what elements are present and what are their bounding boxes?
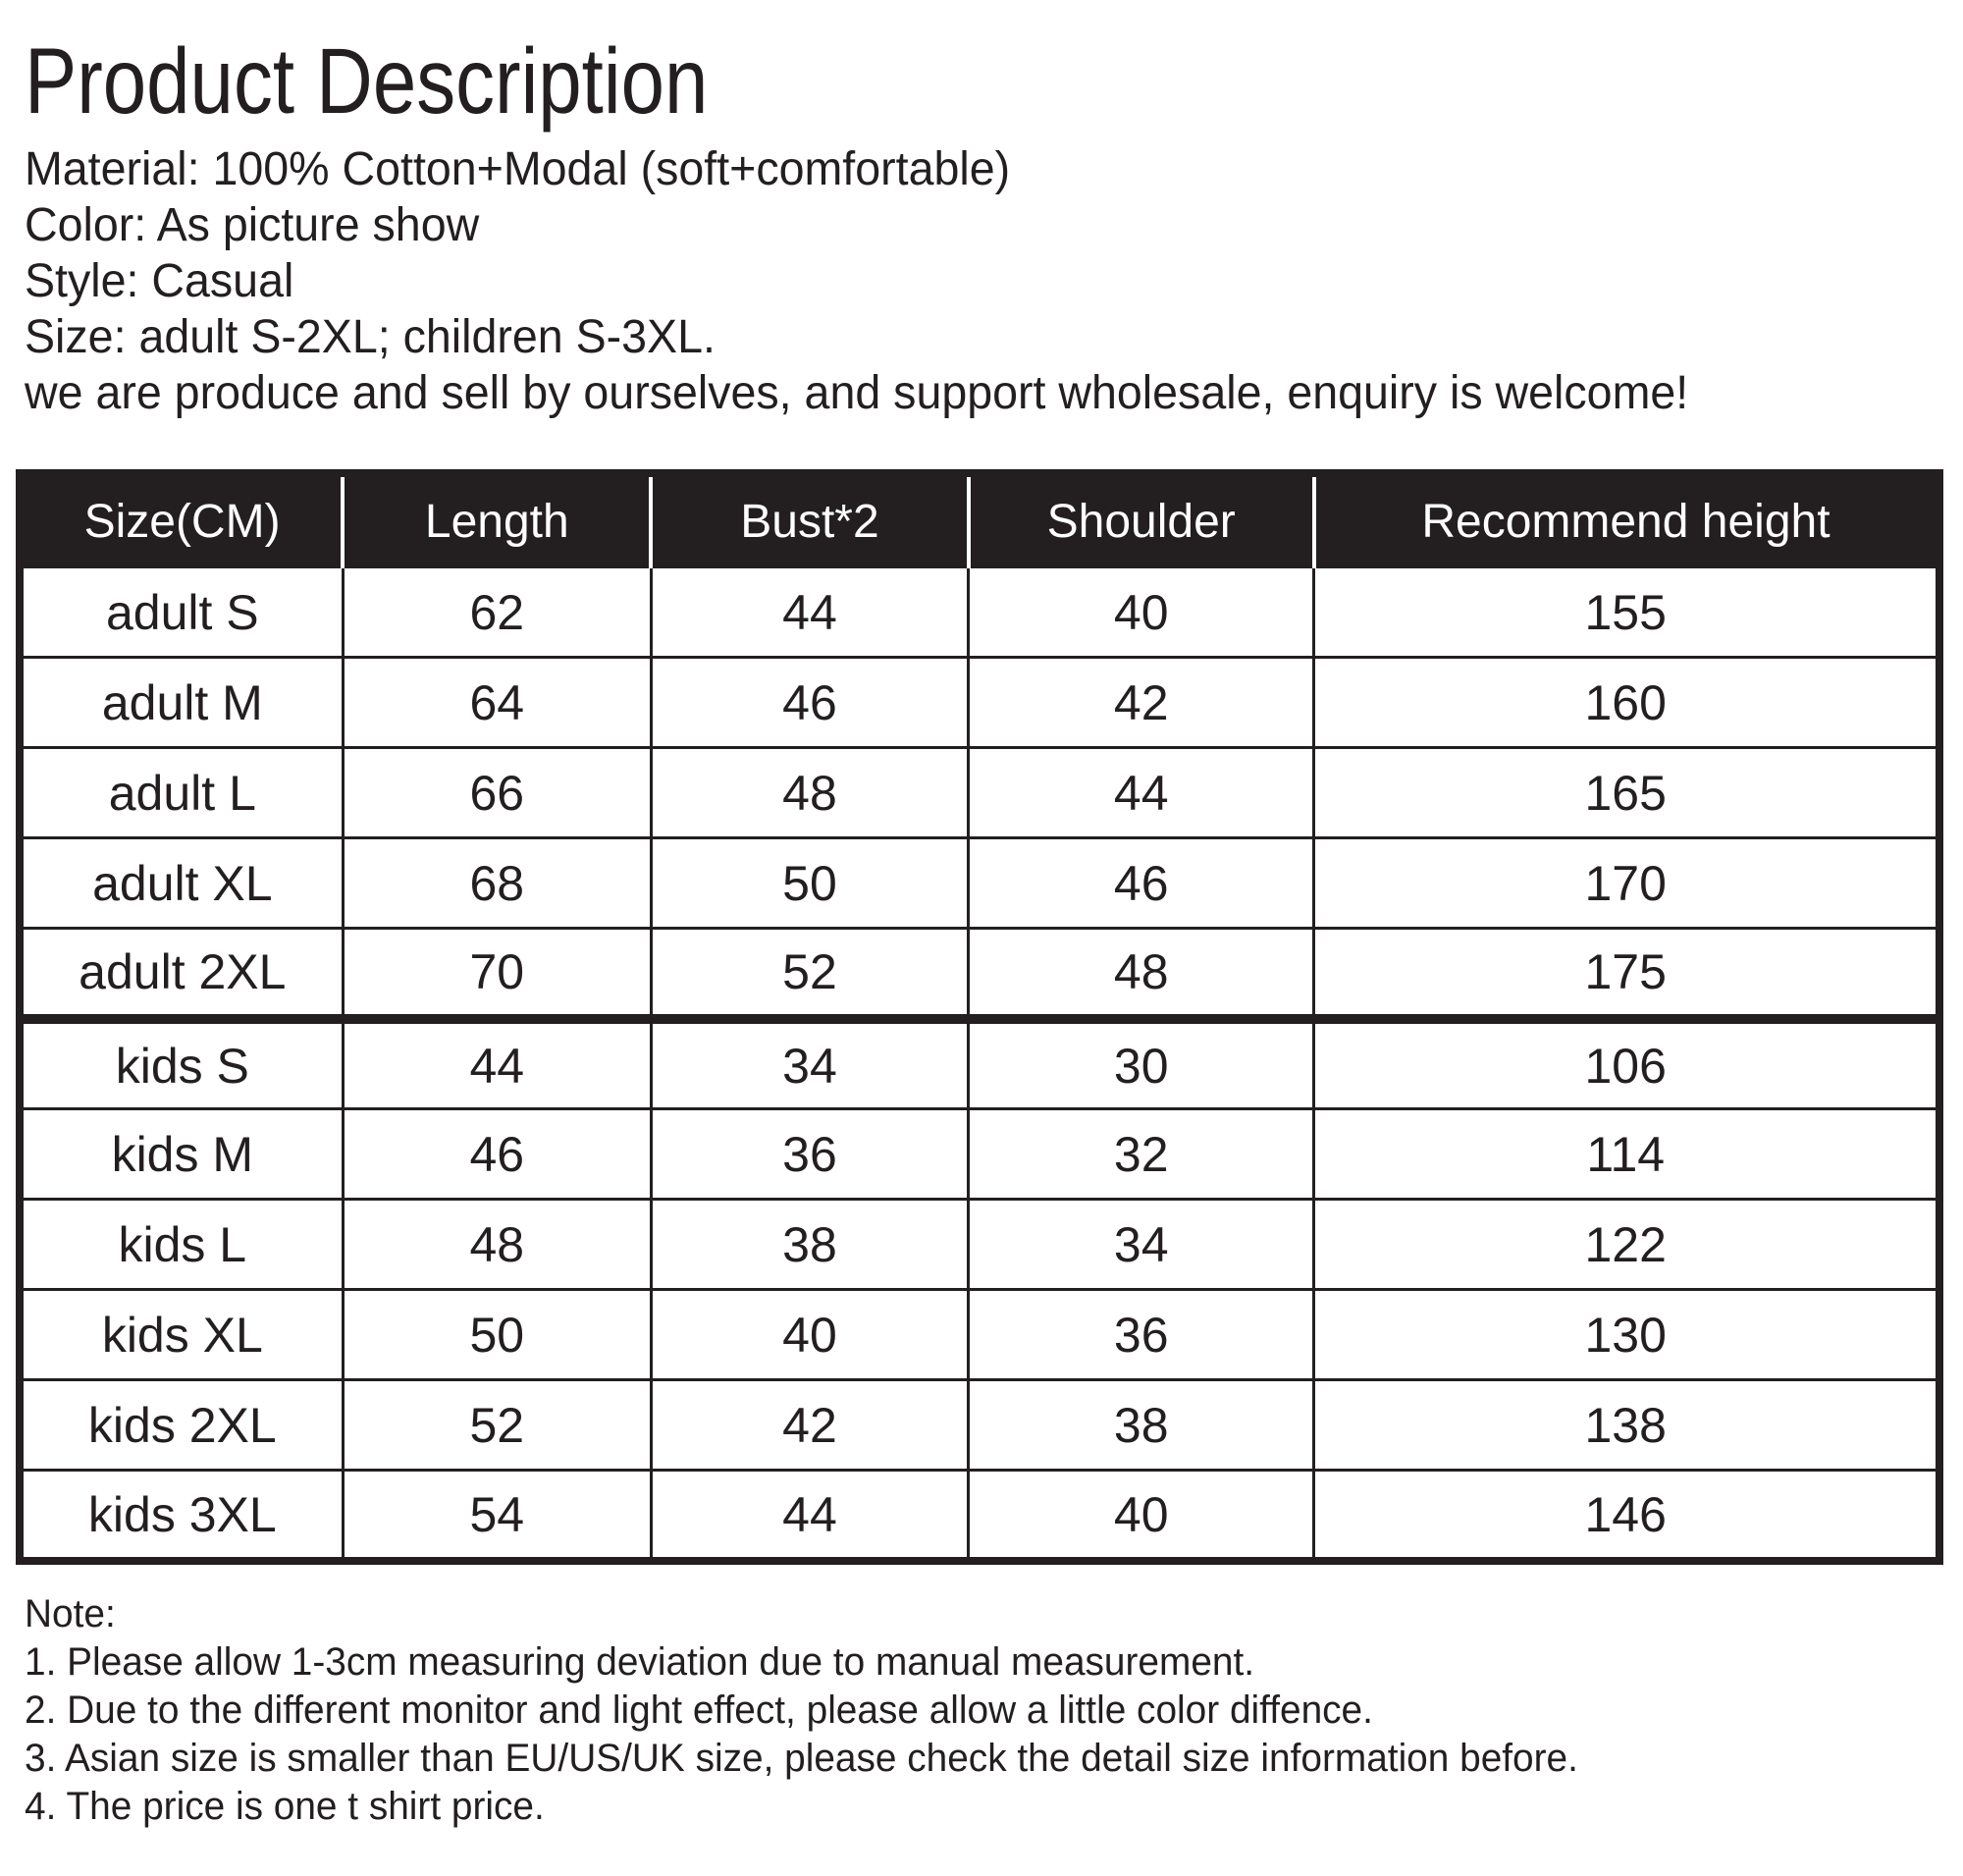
product-description-page: Product Description Material: 100% Cotto… [16,29,1943,1831]
bust-cell: 40 [649,1288,971,1382]
length-cell: 50 [341,1288,653,1382]
height-cell: 146 [1312,1469,1941,1563]
length-cell: 62 [341,565,653,660]
length-cell: 64 [341,656,653,750]
column-header-bust: Bust*2 [649,472,969,567]
shoulder-cell: 32 [966,1107,1316,1202]
length-cell: 52 [341,1378,653,1473]
length-cell: 70 [341,927,653,1021]
table-row-adult-s: adult S 62 44 40 155 [18,565,1941,660]
size-cell: adult 2XL [18,927,345,1021]
height-cell: 130 [1312,1288,1941,1382]
height-cell: 106 [1312,1013,1941,1111]
height-cell: 122 [1312,1198,1941,1292]
table-header-row: Size(CM) Length Bust*2 Shoulder Recommen… [20,472,1939,567]
bust-cell: 46 [649,656,971,750]
size-cell: kids XL [18,1288,345,1382]
length-cell: 66 [341,746,653,840]
note-item-3: 3. Asian size is smaller than EU/US/UK s… [25,1736,1578,1780]
bust-cell: 42 [649,1378,971,1473]
bust-cell: 44 [649,565,971,660]
shoulder-cell: 46 [966,836,1316,931]
shoulder-cell: 36 [966,1288,1316,1382]
notes-heading: Note: [25,1591,116,1635]
size-cell: kids L [18,1198,345,1292]
size-cell: kids 3XL [18,1469,345,1563]
height-cell: 160 [1312,656,1941,750]
attribute-size-range: Size: adult S-2XL; children S-3XL. [25,310,716,363]
height-cell: 114 [1312,1107,1941,1202]
page-title: Product Description [25,29,709,134]
table-row-adult-xl: adult XL 68 50 46 170 [18,836,1941,931]
size-cell: adult XL [18,836,345,931]
size-cell: kids S [18,1013,345,1111]
bust-cell: 36 [649,1107,971,1202]
table-row-kids-3xl: kids 3XL 54 44 40 146 [18,1469,1941,1563]
length-cell: 48 [341,1198,653,1292]
bust-cell: 48 [649,746,971,840]
height-cell: 165 [1312,746,1941,840]
table-row-kids-m: kids M 46 36 32 114 [18,1107,1941,1202]
bust-cell: 52 [649,927,971,1021]
attribute-color: Color: As picture show [25,198,480,251]
notes-section: Note: 1. Please allow 1-3cm measuring de… [25,1590,1943,1831]
table-row-adult-l: adult L 66 48 44 165 [18,746,1941,840]
bust-cell: 50 [649,836,971,931]
bust-cell: 34 [649,1013,971,1111]
length-cell: 46 [341,1107,653,1202]
size-cell: kids 2XL [18,1378,345,1473]
bust-cell: 38 [649,1198,971,1292]
size-chart-table: Size(CM) Length Bust*2 Shoulder Recommen… [16,468,1943,1565]
table-row-adult-m: adult M 64 46 42 160 [18,656,1941,750]
wholesale-note: we are produce and sell by ourselves, an… [25,366,1689,419]
length-cell: 54 [341,1469,653,1563]
table-row-adult-2xl: adult 2XL 70 52 48 175 [18,927,1941,1021]
size-cell: kids M [18,1107,345,1202]
attribute-material: Material: 100% Cotton+Modal (soft+comfor… [25,142,1011,195]
table-row-kids-s: kids S 44 34 30 106 [18,1013,1941,1111]
length-cell: 68 [341,836,653,931]
product-attributes: Material: 100% Cotton+Modal (soft+comfor… [25,141,1943,421]
attribute-style: Style: Casual [25,254,294,307]
shoulder-cell: 48 [966,927,1316,1021]
shoulder-cell: 30 [966,1013,1316,1111]
shoulder-cell: 40 [966,565,1316,660]
height-cell: 155 [1312,565,1941,660]
size-cell: adult S [18,565,345,660]
column-header-recommend-height: Recommend height [1311,472,1939,567]
column-header-shoulder: Shoulder [966,472,1314,567]
note-item-4: 4. The price is one t shirt price. [25,1784,545,1828]
shoulder-cell: 40 [966,1469,1316,1563]
size-cell: adult L [18,746,345,840]
bust-cell: 44 [649,1469,971,1563]
shoulder-cell: 34 [966,1198,1316,1292]
note-item-1: 1. Please allow 1-3cm measuring deviatio… [25,1639,1255,1684]
shoulder-cell: 38 [966,1378,1316,1473]
column-header-length: Length [341,472,652,567]
table-row-kids-xl: kids XL 50 40 36 130 [18,1288,1941,1382]
height-cell: 138 [1312,1378,1941,1473]
note-item-2: 2. Due to the different monitor and ligh… [25,1688,1373,1732]
height-cell: 170 [1312,836,1941,931]
column-header-size: Size(CM) [20,472,344,567]
length-cell: 44 [341,1013,653,1111]
size-cell: adult M [18,656,345,750]
height-cell: 175 [1312,927,1941,1021]
table-row-kids-2xl: kids 2XL 52 42 38 138 [18,1378,1941,1473]
shoulder-cell: 44 [966,746,1316,840]
table-row-kids-l: kids L 48 38 34 122 [18,1198,1941,1292]
shoulder-cell: 42 [966,656,1316,750]
